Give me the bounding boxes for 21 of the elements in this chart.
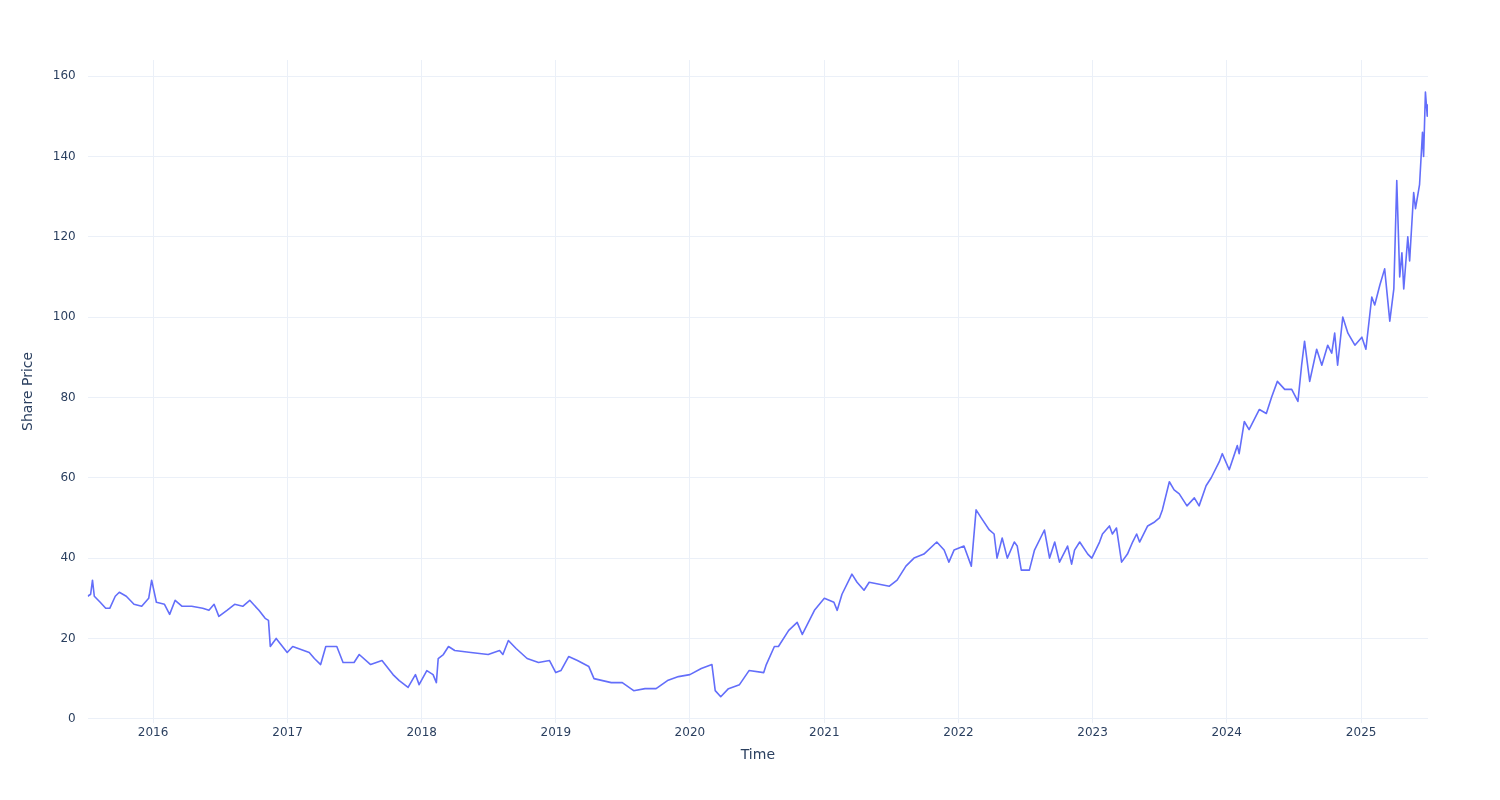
y-tick-label: 60	[60, 469, 76, 484]
x-tick-label: 2021	[809, 725, 840, 740]
x-tick-label: 2016	[137, 725, 169, 740]
x-tick-label: 2019	[540, 725, 572, 740]
x-axis-title: Time	[739, 746, 775, 763]
y-axis-title: Share Price	[19, 351, 36, 431]
x-tick-label: 2022	[943, 725, 974, 740]
x-tick-label: 2025	[1345, 725, 1377, 740]
x-tick-label: 2023	[1077, 725, 1108, 740]
y-tick-label: 40	[60, 550, 76, 565]
x-tick-label: 2024	[1211, 725, 1242, 740]
y-tick-label: 80	[60, 389, 76, 404]
y-tick-label: 120	[52, 228, 76, 243]
y-tick-label: 160	[52, 68, 76, 83]
y-tick-label: 100	[52, 309, 76, 324]
y-tick-label: 0	[68, 710, 76, 725]
y-tick-label: 20	[60, 630, 76, 645]
y-tick-label: 140	[52, 148, 76, 163]
x-tick-label: 2018	[406, 725, 437, 740]
x-tick-label: 2017	[272, 725, 303, 740]
x-tick-label: 2020	[674, 725, 706, 740]
